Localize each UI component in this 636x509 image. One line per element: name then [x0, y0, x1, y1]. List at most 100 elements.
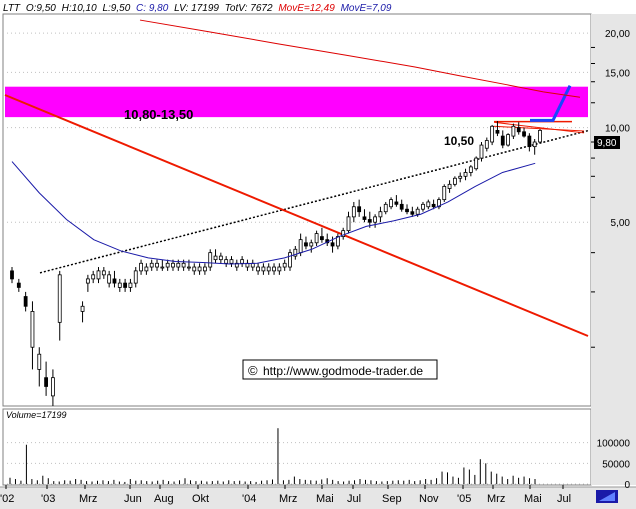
candle-down: [431, 203, 436, 208]
candle-up: [149, 262, 154, 268]
x-tick-label: '02: [0, 493, 14, 505]
header-symbol: LTT: [3, 3, 21, 14]
price-tag: 9,80: [594, 136, 620, 149]
volume-bars-layer: [9, 428, 536, 484]
candle-down: [23, 296, 28, 307]
candle-down: [516, 127, 521, 133]
header-open: O:9,50: [26, 3, 56, 14]
candle-up: [256, 266, 260, 272]
candle-up: [139, 262, 143, 272]
resistance-zone-layer: [5, 86, 588, 118]
candle-up: [511, 125, 516, 137]
candle-up: [234, 262, 239, 268]
price-panel-frame: [2, 13, 592, 407]
header-totv: TotV: 7672: [225, 3, 273, 14]
resistance-zone: [5, 86, 588, 118]
header-move-red: MovE=12,49: [278, 3, 335, 14]
trendlines-layer: [4, 85, 589, 337]
candle-up: [346, 216, 351, 232]
candle-down: [44, 377, 48, 387]
candle-up: [128, 282, 133, 288]
candle-up: [181, 262, 186, 268]
x-tick-label: Okt: [192, 493, 209, 505]
candle-up: [421, 203, 425, 210]
candle-up: [224, 259, 229, 264]
watermark-box: [242, 359, 438, 380]
price-tick-label: 15,00: [605, 68, 630, 79]
candle-down: [405, 208, 409, 213]
candle-up: [176, 262, 181, 268]
header-move-blue: MovE=7,09: [341, 3, 392, 14]
x-tick-label: Jul: [557, 493, 571, 505]
falling-trendline: [4, 94, 589, 337]
triangle-upper-line: [493, 121, 585, 134]
x-tick-label: Aug: [154, 493, 174, 505]
bottom-axis-strip: [0, 487, 636, 509]
candle-up: [187, 266, 191, 269]
candle-up: [208, 252, 213, 268]
watermark: © http://www.godmode-trader.de: [242, 359, 438, 380]
header-close: C: 9,80: [136, 3, 169, 14]
candle-up: [506, 134, 510, 146]
candle-down: [112, 278, 117, 284]
projection-arrow: [530, 85, 572, 122]
candle-up: [277, 266, 282, 272]
candle-up: [197, 266, 202, 272]
candle-up: [96, 270, 101, 280]
candle-up: [229, 259, 234, 264]
candle-down: [495, 129, 500, 134]
candle-up: [452, 177, 457, 185]
candle-up: [85, 278, 90, 284]
volume-tick-label: 0: [624, 480, 630, 491]
candle-up: [202, 266, 207, 272]
candle-up: [101, 270, 106, 276]
candle-up: [57, 274, 62, 323]
moving-average-red: [139, 19, 581, 98]
candle-down: [500, 135, 505, 146]
candle-up: [51, 377, 55, 397]
candle-up: [490, 125, 495, 143]
candle-up: [484, 140, 489, 149]
candle-down: [399, 203, 404, 210]
price-tick-label: 5,00: [611, 218, 631, 229]
candle-up: [447, 183, 452, 189]
axis-labels-layer: 5,00 10,00 15,00 20,00 '02 '03 Mrz Jun Aug Okt '04…: [0, 29, 630, 505]
candle-down: [362, 216, 367, 220]
price-tag-box: [594, 136, 620, 149]
x-tick-label: Jul: [347, 493, 361, 505]
candle-up: [293, 248, 298, 257]
candle-up: [144, 266, 149, 272]
x-tick-label: Mrz: [487, 493, 505, 505]
x-tick-label: Mrz: [279, 493, 297, 505]
watermark-text: http://www.godmode-trader.de: [263, 364, 423, 378]
moving-average-blue: [11, 161, 536, 265]
candle-up: [538, 129, 542, 143]
candle-down: [16, 282, 21, 288]
candle-up: [426, 201, 431, 208]
candle-up: [288, 252, 292, 268]
candle-up: [314, 233, 319, 244]
candle-up: [30, 311, 35, 348]
candle-up: [378, 211, 383, 218]
candle-up: [389, 199, 393, 208]
candle-up: [309, 242, 314, 247]
candle-up: [155, 262, 159, 268]
candle-up: [442, 186, 447, 201]
x-tick-label: Mai: [524, 493, 542, 505]
candle-up: [107, 274, 112, 284]
x-tick-label: Mrz: [79, 493, 97, 505]
right-axis-strip: [591, 14, 636, 485]
candle-up: [192, 266, 197, 272]
candle-up: [373, 216, 378, 223]
candle-down: [123, 282, 128, 288]
x-tick-label: Nov: [419, 493, 439, 505]
candle-up: [165, 262, 170, 268]
candle-up: [458, 175, 463, 179]
resize-grip-icon[interactable]: [596, 490, 618, 503]
candle-up: [133, 270, 138, 284]
candle-up: [282, 262, 287, 268]
candle-down: [527, 135, 532, 148]
candle-down: [320, 236, 324, 241]
